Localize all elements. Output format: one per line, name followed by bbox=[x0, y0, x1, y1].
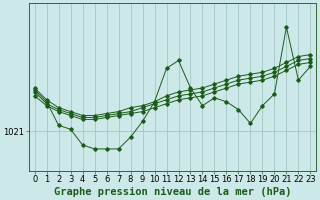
X-axis label: Graphe pression niveau de la mer (hPa): Graphe pression niveau de la mer (hPa) bbox=[54, 186, 291, 197]
